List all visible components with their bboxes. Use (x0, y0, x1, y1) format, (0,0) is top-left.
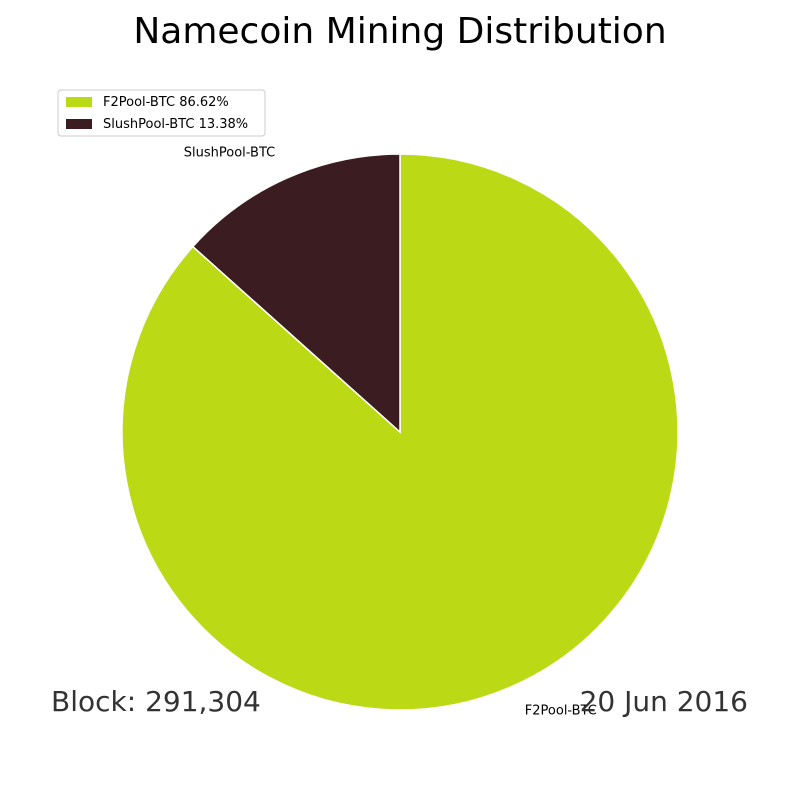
legend-label: F2Pool-BTC 86.62% (103, 95, 229, 110)
legend-value: 13.38% (199, 117, 249, 132)
legend: F2Pool-BTC 86.62% SlushPool-BTC 13.38% (57, 89, 266, 137)
slice-label: SlushPool-BTC (184, 145, 275, 160)
slice-label: F2Pool-BTC (525, 704, 597, 719)
chart-title: Namecoin Mining Distribution (133, 11, 666, 52)
legend-label: SlushPool-BTC 13.38% (103, 117, 248, 132)
legend-value: 86.62% (179, 95, 229, 110)
legend-swatch (66, 97, 92, 107)
legend-box (57, 89, 266, 137)
legend-swatch (66, 119, 92, 129)
pie-slice (191, 153, 401, 434)
annotation: Block: 291,304 (51, 685, 261, 718)
annotation: 20 Jun 2016 (580, 685, 748, 718)
legend-name: SlushPool-BTC (103, 117, 194, 132)
legend-name: F2Pool-BTC (103, 95, 175, 110)
